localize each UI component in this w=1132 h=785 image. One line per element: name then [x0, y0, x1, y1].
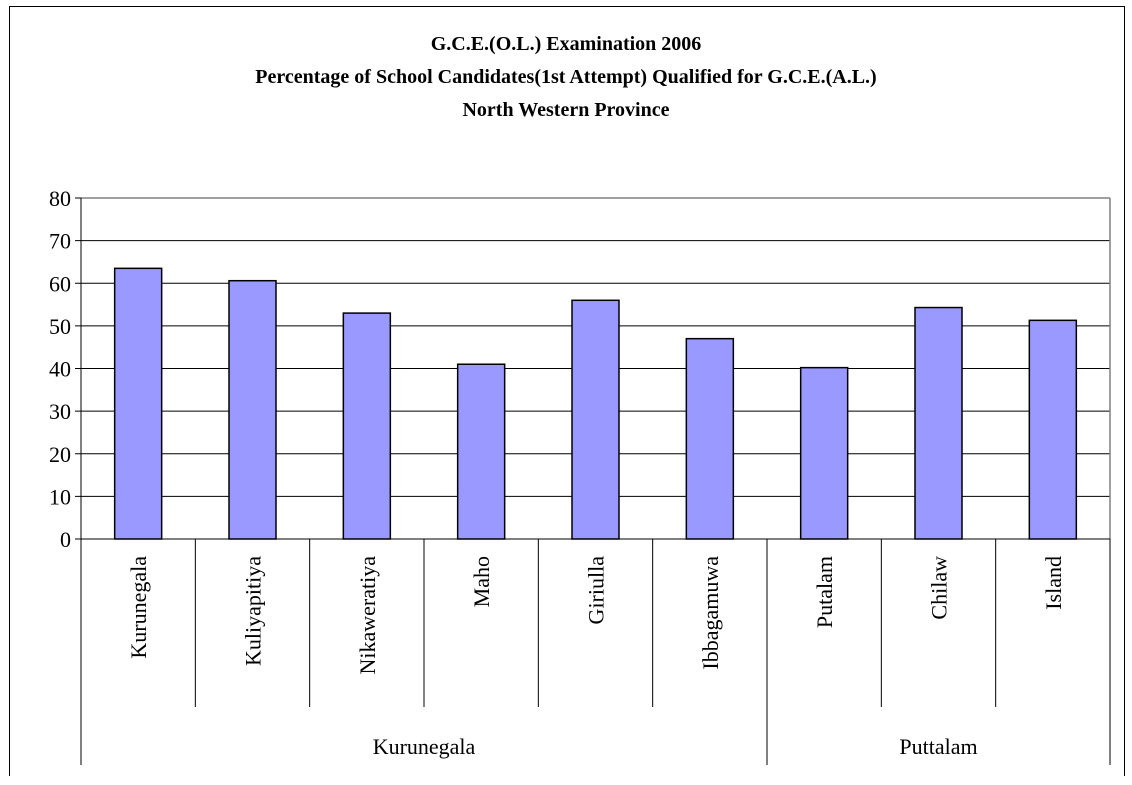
y-tick-label: 50: [49, 314, 71, 339]
category-label: Maho: [469, 556, 494, 607]
category-label: Chilaw: [927, 556, 952, 620]
category-label: Island: [1041, 556, 1066, 610]
bar: [113, 267, 163, 540]
y-tick-label: 20: [49, 442, 71, 467]
y-tick-label: 10: [49, 484, 71, 509]
y-tick-label: 30: [49, 399, 71, 424]
category-label: Putalam: [812, 556, 837, 628]
chart-title: G.C.E.(O.L.) Examination 2006: [430, 33, 702, 55]
bar: [799, 366, 849, 540]
chart-region: North Western Province: [462, 99, 670, 121]
bar: [456, 363, 506, 540]
group-label: Puttalam: [899, 734, 977, 759]
chart-subtitle: Percentage of School Candidates(1st Atte…: [255, 66, 877, 88]
chart-titles: G.C.E.(O.L.) Examination 2006 Percentage…: [0, 28, 1132, 127]
bar: [685, 337, 735, 540]
bar: [228, 279, 277, 540]
category-label: Kurunegala: [126, 556, 151, 659]
bar: [1028, 319, 1078, 540]
category-label: Giriulla: [584, 556, 609, 625]
category-label: Nikaweratiya: [355, 556, 380, 675]
group-label: Kurunegala: [373, 734, 476, 759]
category-label: Kuliyapitiya: [241, 556, 266, 666]
bar: [342, 312, 392, 540]
y-tick-label: 60: [49, 271, 71, 296]
category-label: Ibbagamuwa: [698, 556, 723, 670]
y-tick-label: 80: [49, 186, 71, 211]
y-tick-label: 0: [60, 527, 71, 552]
chart-frame: [9, 6, 1125, 776]
y-tick-label: 40: [49, 357, 71, 382]
bar: [914, 306, 963, 540]
y-tick-label: 70: [49, 229, 71, 254]
bar: [571, 299, 620, 540]
